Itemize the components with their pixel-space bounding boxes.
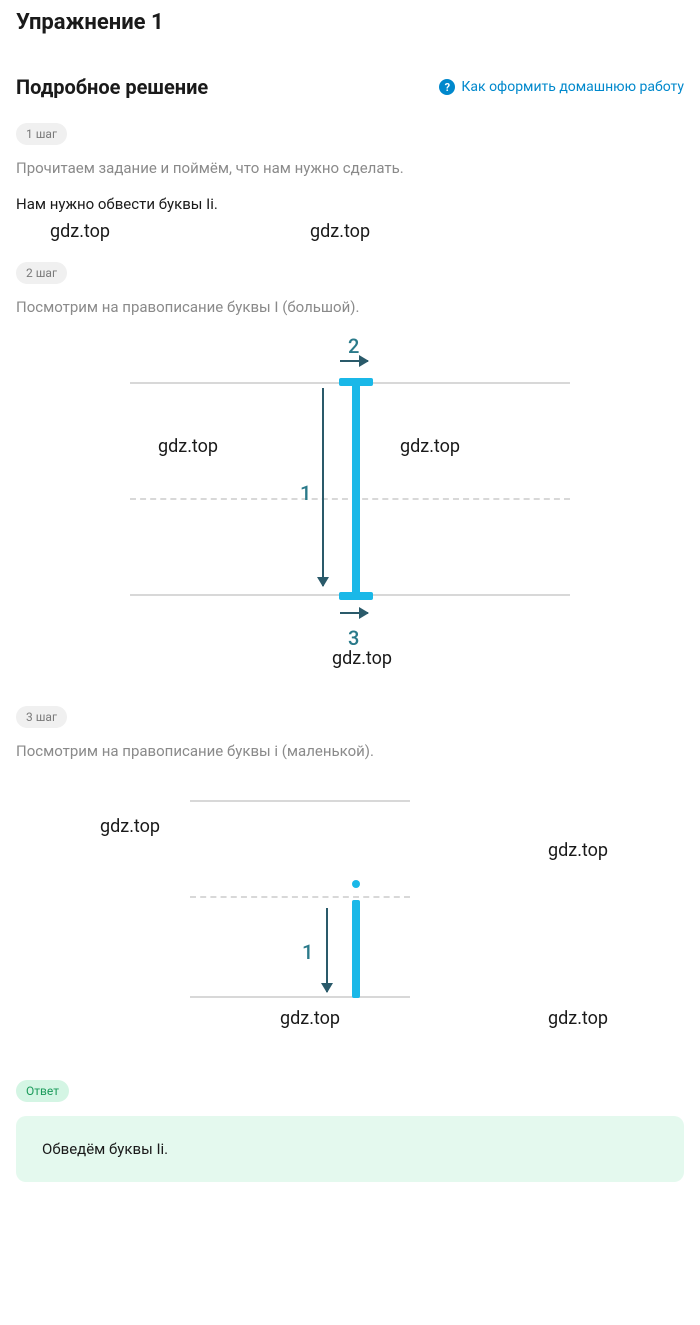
- answer-section: Ответ Обведём буквы Ii.: [16, 1050, 684, 1182]
- stroke-label-1: 1: [302, 940, 313, 964]
- stroke-label-1: 1: [300, 481, 311, 505]
- step-desc: Прочитаем задание и поймём, что нам нужн…: [16, 159, 684, 177]
- step-badge: 1 шаг: [16, 123, 67, 145]
- answer-badge: Ответ: [16, 1080, 69, 1102]
- guide-line-top: [190, 800, 410, 802]
- watermark: gdz.top: [400, 436, 460, 457]
- step-3: 3 шаг Посмотрим на правописание буквы i …: [16, 706, 684, 1040]
- help-link[interactable]: ? Как оформить домашнюю работу: [439, 79, 684, 95]
- arrow-right-icon: [340, 612, 368, 614]
- watermark: gdz.top: [100, 816, 160, 837]
- subtitle: Подробное решение: [16, 75, 208, 99]
- guide-line-mid: [190, 896, 410, 898]
- guide-line-mid: [130, 498, 570, 500]
- answer-box: Обведём буквы Ii.: [16, 1116, 684, 1182]
- arrow-right-icon: [340, 360, 368, 362]
- letter-i-top-cap: [339, 378, 373, 386]
- diagram-small-i: 1 gdz.top gdz.top gdz.top gdz.top: [70, 780, 630, 1040]
- page-title: Упражнение 1: [16, 10, 684, 35]
- watermark: gdz.top: [332, 648, 392, 669]
- letter-i-bot-cap: [339, 592, 373, 600]
- watermark: gdz.top: [310, 221, 370, 242]
- letter-i-stem: [352, 900, 360, 998]
- watermark: gdz.top: [548, 1008, 608, 1029]
- step-desc: Посмотрим на правописание буквы I (больш…: [16, 298, 684, 316]
- letter-i-stem: [352, 382, 360, 596]
- question-icon: ?: [439, 79, 455, 95]
- letter-i-dot: [352, 880, 360, 888]
- watermark: gdz.top: [548, 840, 608, 861]
- task-text: Нам нужно обвести буквы Ii.: [16, 195, 684, 213]
- step-1: 1 шаг Прочитаем задание и поймём, что на…: [16, 123, 684, 242]
- stroke-label-2: 2: [348, 334, 359, 358]
- subtitle-row: Подробное решение ? Как оформить домашню…: [16, 75, 684, 99]
- watermark: gdz.top: [280, 1008, 340, 1029]
- step-badge: 3 шаг: [16, 706, 67, 728]
- arrow-down-icon: [326, 908, 328, 992]
- step-desc: Посмотрим на правописание буквы i (мален…: [16, 742, 684, 760]
- guide-line-bot: [190, 996, 410, 998]
- watermark-row: gdz.top gdz.top: [16, 221, 684, 242]
- diagram-big-i: 1 2 3 gdz.top gdz.top gdz.top: [70, 336, 630, 666]
- step-badge: 2 шаг: [16, 262, 67, 284]
- help-link-text: Как оформить домашнюю работу: [461, 79, 684, 95]
- watermark: gdz.top: [50, 221, 110, 242]
- stroke-label-3: 3: [348, 626, 359, 650]
- step-2: 2 шаг Посмотрим на правописание буквы I …: [16, 262, 684, 666]
- arrow-down-icon: [322, 388, 324, 586]
- watermark: gdz.top: [158, 436, 218, 457]
